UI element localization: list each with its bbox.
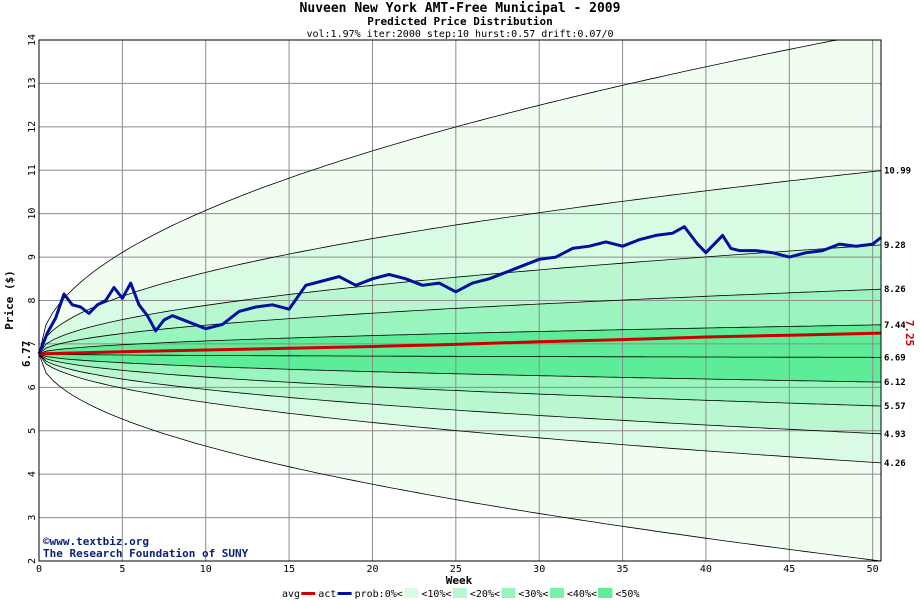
y-tick-label: 12 [27,121,38,133]
x-tick-label: 15 [283,564,295,575]
legend-band-label: <30%< [518,589,548,600]
x-axis-label: Week [446,574,473,587]
end-label: 4.93 [884,430,906,440]
end-label: 4.26 [884,459,906,469]
percentile-curve-1 [38,170,882,355]
end-label: 7.44 [884,321,906,331]
legend-band-swatch [404,588,419,598]
y-tick-label: 2 [27,558,38,564]
end-label: 6.12 [884,378,906,388]
credit-line-1: ©www.textbiz.org [43,535,149,548]
x-tick-label: 10 [200,564,212,575]
percentile-curve-5 [38,353,881,358]
x-tick-label: 0 [36,564,42,575]
y-tick-label: 5 [27,428,38,434]
y-tick-label: 13 [27,77,38,89]
end-value-labels: 10.99 9.28 8.26 7.44 6.69 6.12 5.57 4.93 4.26 [884,167,911,469]
legend-band-swatch [549,588,564,598]
plot-frame [38,39,882,562]
percentile-curve-2 [38,244,882,355]
legend-act-label: act [318,589,336,600]
legend-act-swatch [337,592,352,595]
percentile-curve-6 [38,353,882,383]
legend-band-label: <10%< [421,589,451,600]
x-tick-label: 30 [533,564,545,575]
legend-band-label: <40%< [567,589,597,600]
x-tick-label: 40 [700,564,712,575]
legend-avg-label: avg [282,589,300,600]
end-label: 10.99 [884,167,911,177]
final-actual-label: 7.25 [903,320,916,347]
percentile-curve-0 [38,39,881,354]
legend-band-label: prob:0%< [355,589,403,600]
percentile-curve-4 [38,324,882,355]
y-tick-label: 3 [27,515,38,521]
x-tick-label: 50 [867,564,879,575]
legend-band-label: <50% [615,589,639,600]
y-tick-label: 14 [27,34,38,46]
x-tick-label: 20 [366,564,378,575]
legend-band-swatch [452,588,467,598]
chart-subtitle: Predicted Price Distribution [367,15,552,28]
series-lines [37,225,882,356]
y-tick-label: 10 [27,208,38,220]
percentile-curve-8 [38,353,882,435]
legend-band-swatch [598,588,612,598]
end-label: 6.69 [884,353,906,363]
series-act [37,225,882,355]
percentile-curve-7 [38,353,882,407]
y-tick-label: 4 [27,471,38,477]
y-tick-label: 8 [27,297,38,303]
percentile-curve-10 [38,353,882,562]
x-tick-label: 25 [450,564,462,575]
percentile-curve-9 [38,353,882,464]
end-label: 9.28 [884,241,906,251]
y-tick-label: 9 [27,254,38,260]
percentile-curve-3 [38,288,882,355]
x-tick-label: 35 [617,564,629,575]
y-tick-label: 11 [27,164,38,176]
legend-band-swatch [501,588,516,598]
end-label: 8.26 [884,285,906,295]
x-tick-label: 5 [119,564,125,575]
start-price-label: 6.77 [20,341,33,368]
credit: ©www.textbiz.org The Research Foundation… [43,535,249,560]
chart-title: Nuveen New York AMT-Free Municipal - 200… [300,1,621,16]
credit-line-2: The Research Foundation of SUNY [43,547,249,560]
percentile-curves [38,39,882,562]
legend: avg act prob:0%< <10%< <20%< <30%< <40%< <50% [282,588,639,600]
x-tick-label: 45 [783,564,795,575]
y-axis-label: Price ($) [3,270,16,330]
legend-avg-swatch [301,592,316,595]
chart-params: vol:1.97% iter:2000 step:10 hurst:0.57 d… [306,29,613,40]
end-label: 5.57 [884,402,906,412]
legend-band-label: <20%< [470,589,500,600]
y-tick-label: 6 [27,384,38,390]
series-avg [38,331,882,356]
y-tick-label: 7 [27,341,38,347]
